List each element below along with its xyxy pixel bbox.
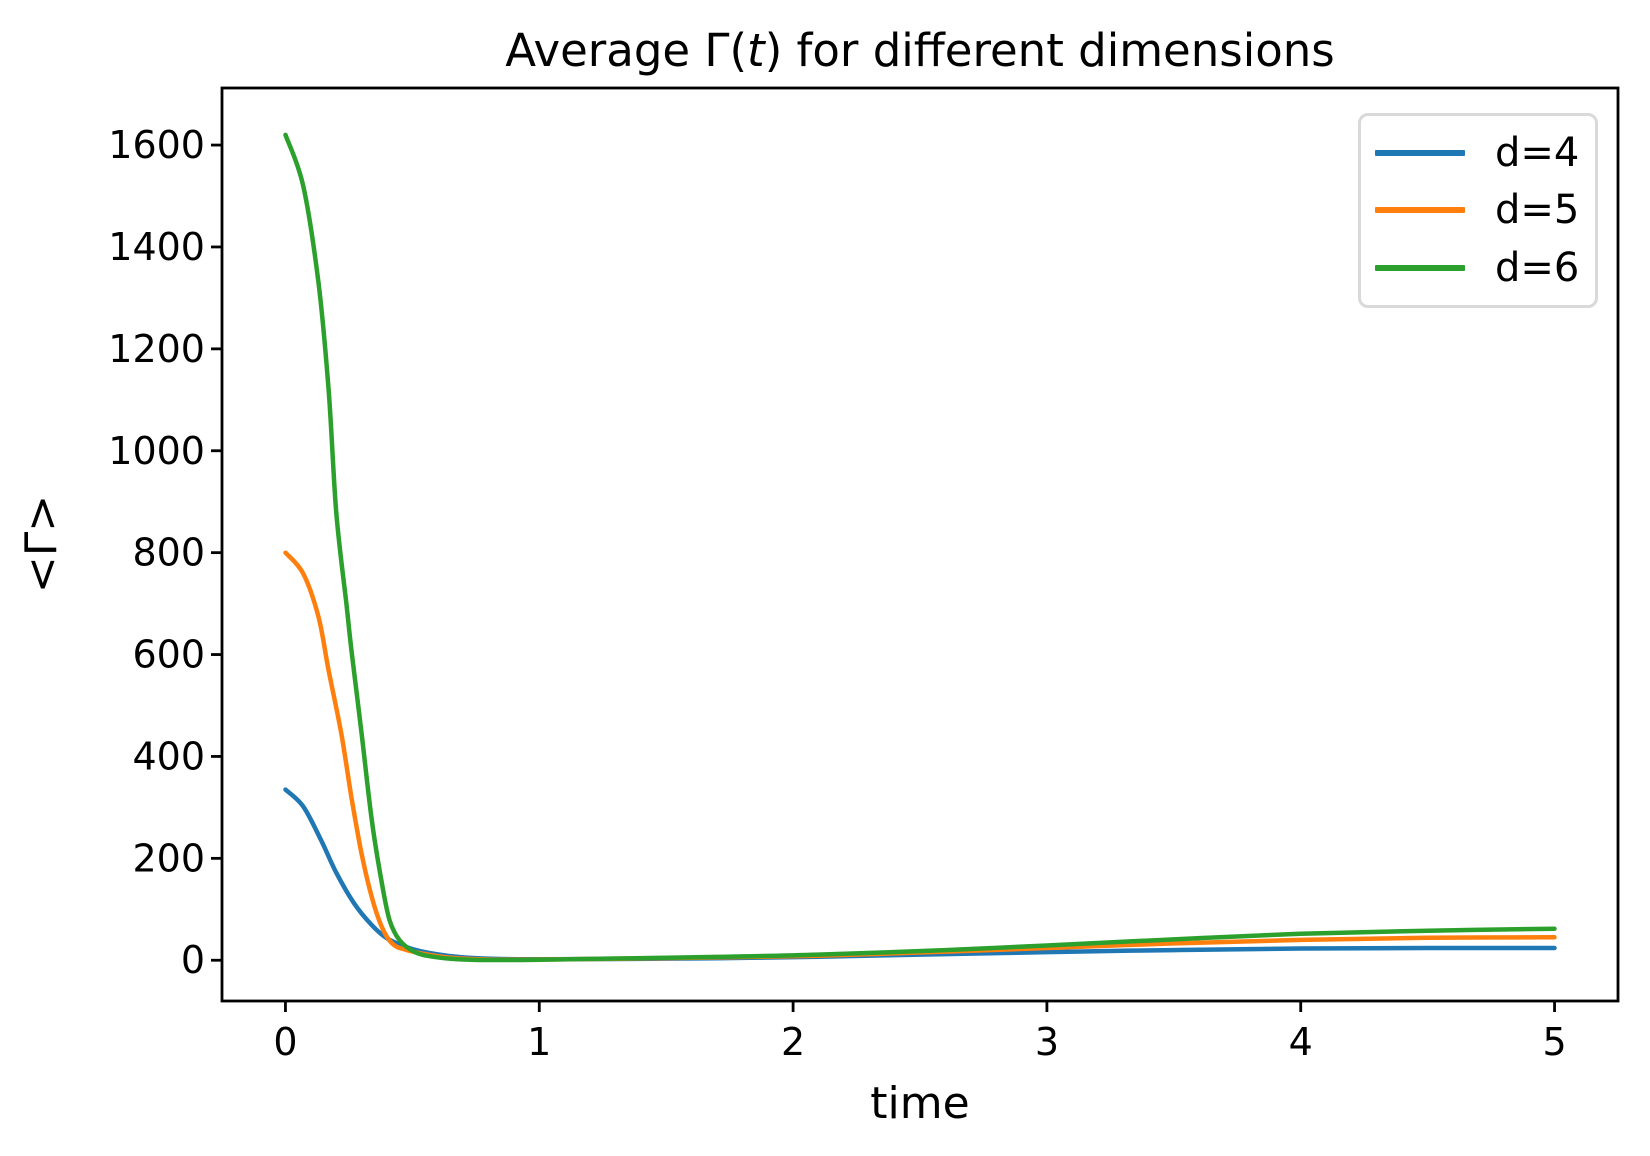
chart-title-prefix: Average Γ( [505, 24, 748, 77]
legend-line-sample-d4 [1375, 149, 1465, 156]
chart-title: Average Γ(t) for different dimensions [222, 24, 1618, 77]
x-tick-label: 4 [1289, 1020, 1313, 1064]
series-line-d=5 [283, 550, 1557, 962]
y-tick-label: 1000 [108, 429, 205, 473]
series-line-d=6 [283, 132, 1557, 963]
legend-entry-d6: d=6 [1375, 248, 1595, 288]
y-tick-label: 800 [132, 531, 205, 575]
chart-title-italic-t: t [747, 24, 765, 77]
plot-spines [220, 86, 1620, 1003]
x-tick-label: 0 [273, 1020, 297, 1064]
x-tick-label: 1 [527, 1020, 551, 1064]
x-tick-label: 3 [1035, 1020, 1059, 1064]
x-tick-label: 5 [1542, 1020, 1566, 1064]
legend-entry-d5: d=5 [1375, 190, 1595, 230]
legend-label-d6: d=6 [1495, 245, 1580, 292]
y-tick-label: 1600 [108, 123, 205, 167]
y-tick-label: 600 [132, 633, 205, 677]
legend: d=4 d=5 d=6 [1358, 113, 1598, 308]
y-tick-label: 1200 [108, 327, 205, 371]
legend-label-d4: d=4 [1495, 129, 1580, 176]
chart-title-suffix: ) for different dimensions [764, 24, 1335, 77]
y-tick-label: 200 [132, 836, 205, 880]
legend-entry-d4: d=4 [1375, 133, 1595, 173]
y-tick-label: 400 [132, 734, 205, 778]
x-axis-label: time [870, 1078, 970, 1129]
x-tick-label: 2 [781, 1020, 805, 1064]
legend-line-sample-d6 [1375, 265, 1465, 272]
y-tick-label: 0 [181, 938, 205, 982]
legend-line-sample-d5 [1375, 207, 1465, 214]
y-tick-label: 1400 [108, 225, 205, 269]
legend-label-d5: d=5 [1495, 187, 1580, 234]
y-axis-label: <Γ> [16, 494, 68, 594]
